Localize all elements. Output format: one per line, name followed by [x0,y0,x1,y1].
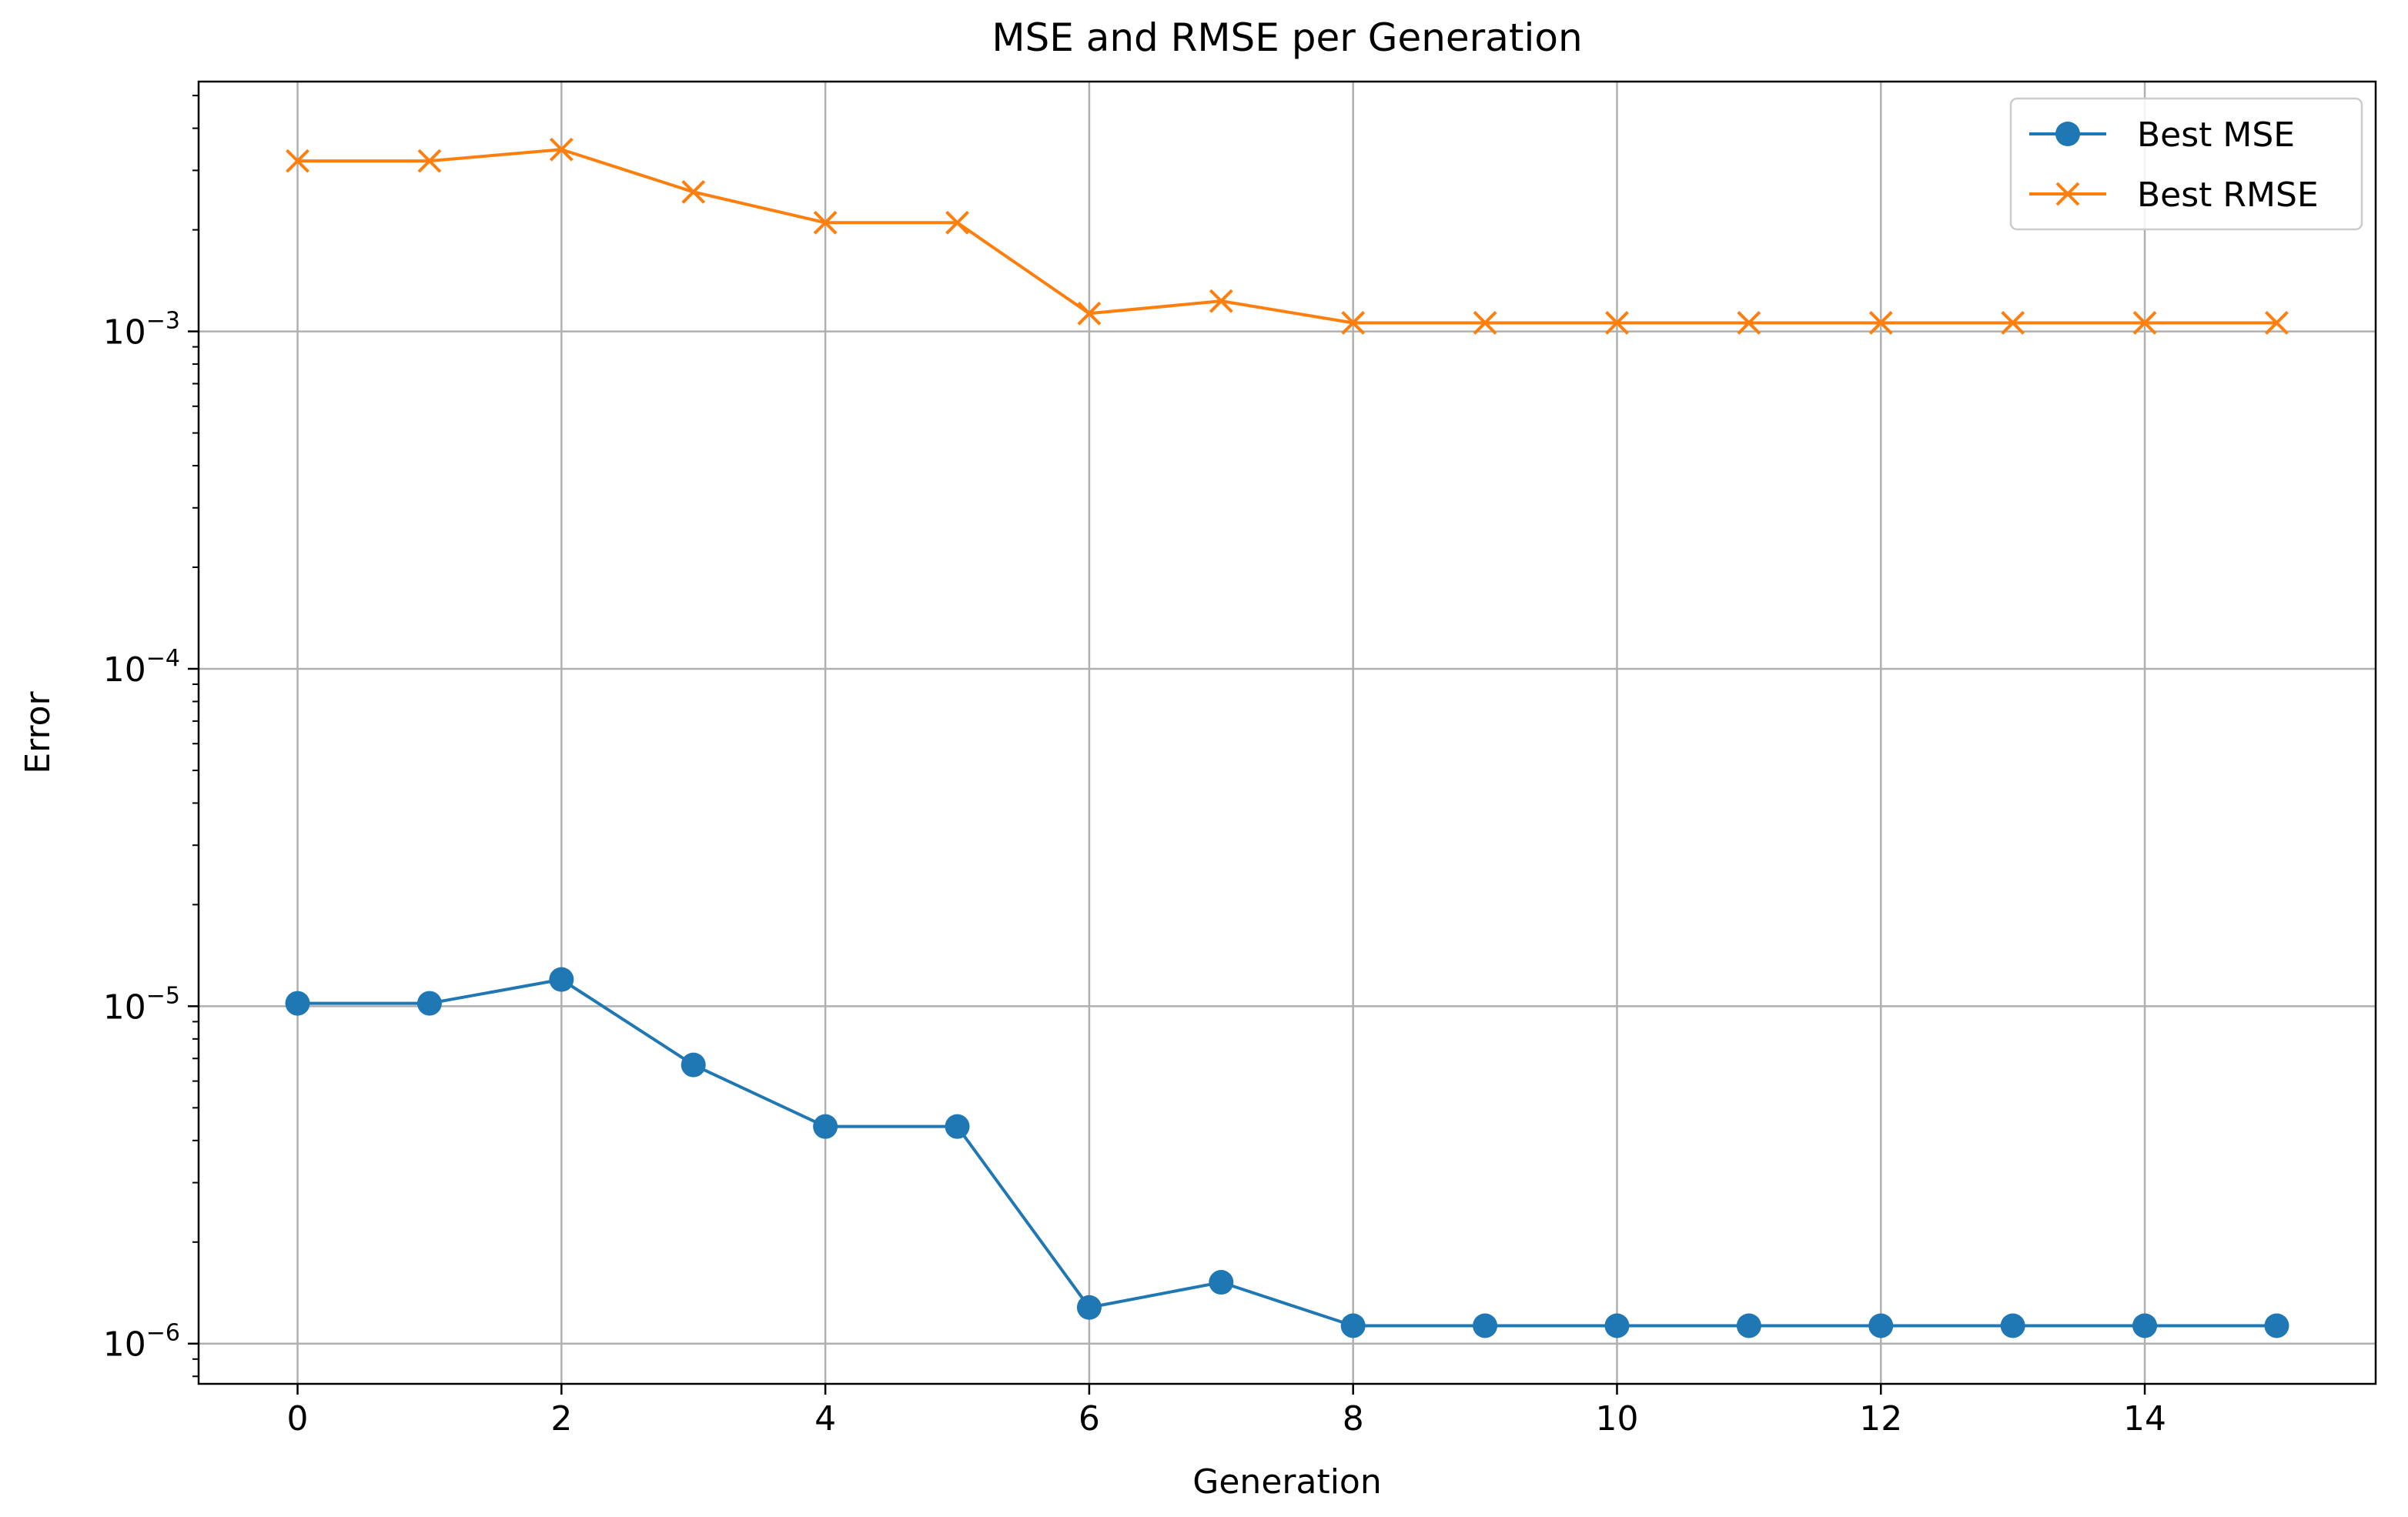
chart-title: MSE and RMSE per Generation [992,15,1582,60]
rmse-data-point [1605,311,1629,335]
mse-data-point [1736,1313,1761,1338]
mse-data-point [2132,1313,2158,1338]
mse-data-point [2264,1313,2289,1338]
mse-data-point [416,991,442,1016]
series-line-1 [297,148,2277,325]
mse-data-point [1209,1270,1234,1295]
y-tick-label: 10−4 [103,645,180,690]
rmse-data-point [417,149,442,173]
rmse-data-point [2001,311,2025,335]
series-line-0 [297,977,2277,1328]
x-tick-label: 4 [814,1399,836,1438]
rmse-data-point [681,179,706,204]
x-tick-label: 2 [550,1399,572,1438]
mse-data-point [2000,1313,2025,1338]
mse-data-point [1604,1313,1630,1338]
plot-area [197,80,2377,1385]
x-tick-label: 6 [1079,1399,1100,1438]
series-layer [285,137,2289,1338]
mse-data-point [1076,1295,1102,1320]
rmse-data-point [1473,311,1497,335]
mse-data-point [1473,1313,1498,1338]
x-tick-label: 0 [287,1399,309,1438]
mse-data-point [549,967,574,992]
x-tick-label: 14 [2123,1399,2166,1438]
mse-data-point [285,991,310,1016]
x-axis-label: Generation [1192,1462,1381,1502]
y-tick-label: 10−5 [103,982,180,1027]
rmse-data-point [2265,311,2289,335]
mse-data-point [1868,1313,1894,1338]
rmse-data-point [1737,311,1761,335]
legend-label: Best RMSE [2137,175,2319,215]
rmse-data-point [2132,311,2157,335]
legend-marker-rmse [2055,182,2080,206]
tick-layer: 0 2 4 6 8 10 12 14 10−6 10−5 10−4 10−3 [103,95,2166,1438]
mse-data-point [1340,1313,1366,1338]
x-tick-label: 10 [1595,1399,1638,1438]
x-tick-label: 8 [1343,1399,1364,1438]
mse-data-point [813,1114,838,1139]
rmse-data-point [1868,311,1893,335]
rmse-data-point [1077,301,1102,326]
x-tick-label: 12 [1859,1399,1902,1438]
rmse-data-point [813,210,838,235]
mse-data-point [681,1052,706,1078]
rmse-data-point [1341,311,1366,335]
legend-marker-mse [2055,122,2080,146]
y-tick-label: 10−6 [103,1320,180,1365]
rmse-data-point [286,149,309,173]
mse-data-point [945,1114,970,1139]
legend-box [2009,97,2363,231]
legend: Best MSE Best RMSE [2009,97,2363,231]
rmse-data-point [549,137,574,162]
legend-label: Best MSE [2137,115,2295,155]
grid-layer [199,82,2376,1384]
rmse-data-point [945,210,969,235]
y-axis-label: Error [18,690,58,774]
rmse-data-point [1209,289,1233,313]
y-tick-label: 10−3 [103,308,180,353]
